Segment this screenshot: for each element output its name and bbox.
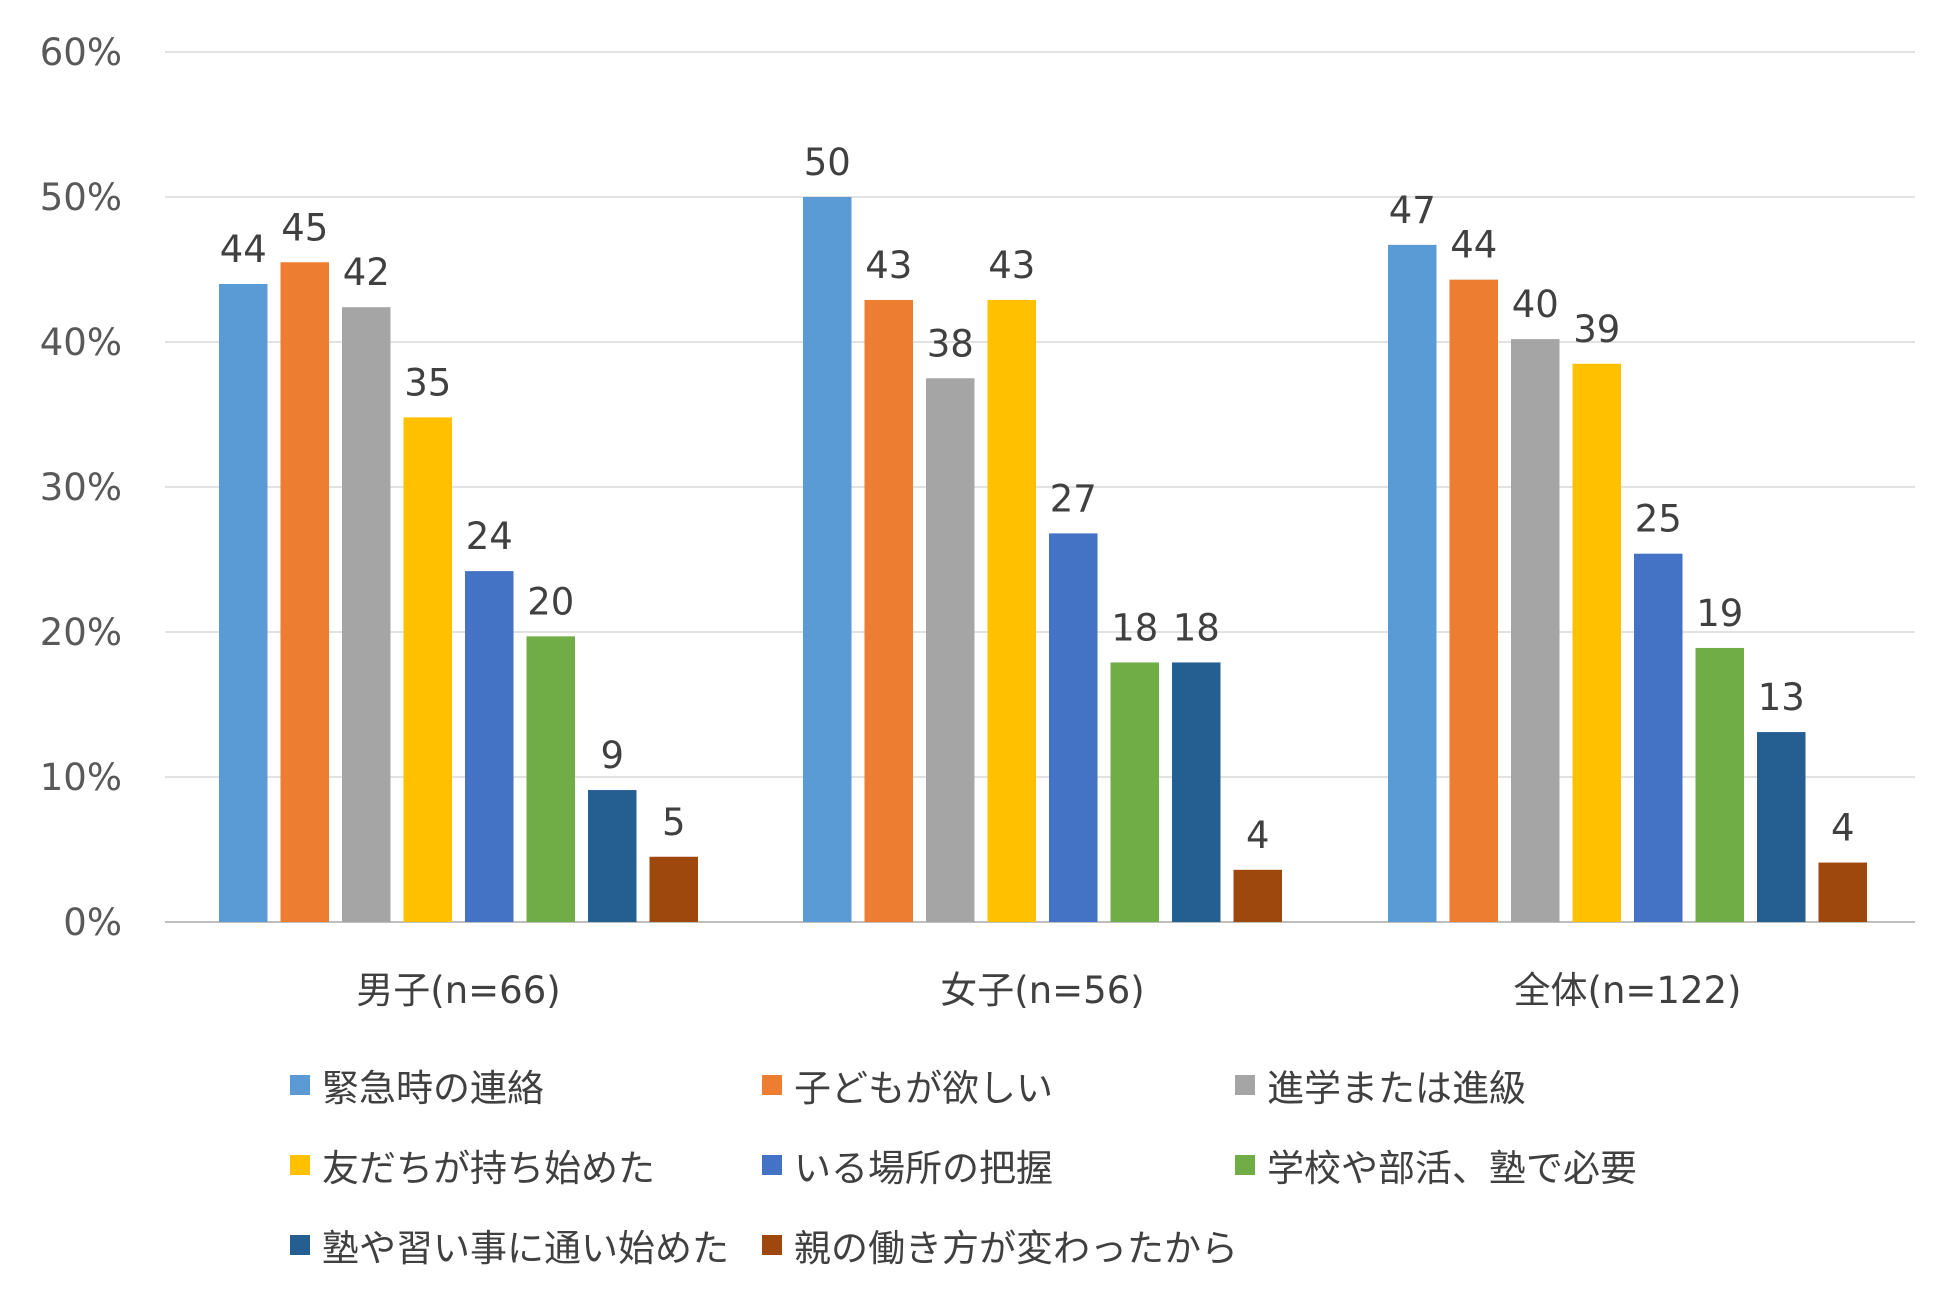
legend-swatch [1235, 1075, 1255, 1095]
bar [803, 197, 852, 922]
bars [219, 197, 1867, 923]
legend-item: 子どもが欲しい [762, 1055, 1053, 1115]
data-label: 47 [1389, 189, 1436, 232]
bar [1388, 244, 1437, 923]
data-label: 44 [1450, 224, 1497, 267]
bar [1049, 533, 1098, 922]
gridlines [165, 51, 1915, 923]
legend-item: 塾や習い事に通い始めた [290, 1215, 729, 1275]
bar [1449, 279, 1498, 922]
y-axis-ticks: 0% 10% 20% 30% 40% 50% 60% [40, 31, 122, 944]
data-label: 4 [1246, 814, 1270, 857]
legend-swatch [762, 1075, 782, 1095]
bar [649, 856, 698, 922]
bar [1695, 647, 1744, 922]
data-label: 43 [865, 244, 912, 287]
y-tick-label: 40% [40, 321, 122, 364]
legend-label: 緊急時の連絡 [322, 1067, 544, 1110]
data-label: 24 [466, 515, 513, 558]
y-tick-label: 60% [40, 31, 122, 74]
data-label: 45 [281, 206, 328, 249]
bar [1511, 339, 1560, 923]
data-label: 20 [527, 580, 574, 623]
x-axis-categories: 男子(n=66) 女子(n=56) 全体(n=122) [356, 969, 1741, 1012]
data-label: 19 [1696, 592, 1743, 635]
data-label: 18 [1111, 606, 1158, 649]
bar [1172, 662, 1221, 922]
bar [1634, 553, 1683, 922]
bar-chart: 0%10%20%30%40%50%60% 4445423524209550433… [40, 31, 1915, 1012]
legend-swatch [762, 1155, 782, 1175]
y-tick-label: 20% [40, 611, 122, 654]
bar [342, 307, 391, 922]
data-label: 25 [1635, 498, 1682, 541]
data-label: 44 [220, 228, 267, 271]
data-labels: 44 45 42 35 24 20 95 50 43 38 43 27 18 18 4 47 44 40 39 25 1… [220, 141, 1855, 857]
legend-item: 緊急時の連絡 [290, 1055, 544, 1115]
bar [1757, 732, 1806, 922]
legend-label: 親の働き方が変わったから [794, 1227, 1238, 1270]
legend-swatch [290, 1235, 310, 1255]
bar [219, 284, 268, 922]
data-label: 42 [343, 251, 390, 294]
legend-label: いる場所の把握 [794, 1147, 1053, 1190]
bar [465, 571, 514, 922]
legend-swatch [762, 1235, 782, 1255]
bar [987, 299, 1036, 922]
data-label: 39 [1573, 308, 1620, 351]
chart-legend: 緊急時の連絡 子どもが欲しい 進学または進級友だちが持ち始めた いる場所の把握 学校や部… [290, 1055, 1850, 1285]
data-label: 40 [1512, 283, 1559, 326]
data-label: 43 [988, 244, 1035, 287]
legend-swatch [1235, 1155, 1255, 1175]
data-label: 4 [1831, 807, 1855, 850]
data-label: 18 [1173, 606, 1220, 649]
x-category-label: 女子(n=56) [940, 969, 1144, 1012]
legend-label: 友だちが持ち始めた [322, 1147, 655, 1190]
data-label: 27 [1050, 477, 1097, 520]
data-label: 5 [662, 801, 686, 844]
x-category-label: 全体(n=122) [1514, 969, 1742, 1012]
data-label: 13 [1758, 676, 1805, 719]
legend-label: 塾や習い事に通い始めた [322, 1227, 729, 1270]
bar [588, 790, 637, 922]
legend-swatch [290, 1155, 310, 1175]
y-tick-label: 0% [63, 901, 122, 944]
data-label: 38 [927, 322, 974, 365]
bar [526, 636, 575, 922]
data-label: 9 [600, 734, 624, 777]
legend-swatch [290, 1075, 310, 1095]
legend-item: 進学または進級 [1235, 1055, 1526, 1115]
bar [864, 299, 913, 922]
bar [280, 262, 329, 922]
legend-item: 親の働き方が変わったから [762, 1215, 1238, 1275]
bar [1110, 662, 1159, 922]
x-category-label: 男子(n=66) [356, 969, 560, 1012]
legend-label: 学校や部活、塾で必要 [1267, 1147, 1637, 1190]
y-tick-label: 30% [40, 466, 122, 509]
bar [1572, 363, 1621, 922]
data-label: 35 [404, 361, 451, 404]
bar [1818, 862, 1867, 922]
bar [926, 378, 975, 922]
legend-item: 友だちが持ち始めた [290, 1135, 655, 1195]
y-tick-label: 50% [40, 176, 122, 219]
legend-label: 進学または進級 [1267, 1067, 1526, 1110]
data-label: 50 [804, 141, 851, 184]
legend-label: 子どもが欲しい [794, 1067, 1053, 1110]
legend-item: いる場所の把握 [762, 1135, 1053, 1195]
y-tick-label: 10% [40, 756, 122, 799]
bar [403, 417, 452, 922]
bar [1233, 869, 1282, 922]
legend-item: 学校や部活、塾で必要 [1235, 1135, 1637, 1195]
